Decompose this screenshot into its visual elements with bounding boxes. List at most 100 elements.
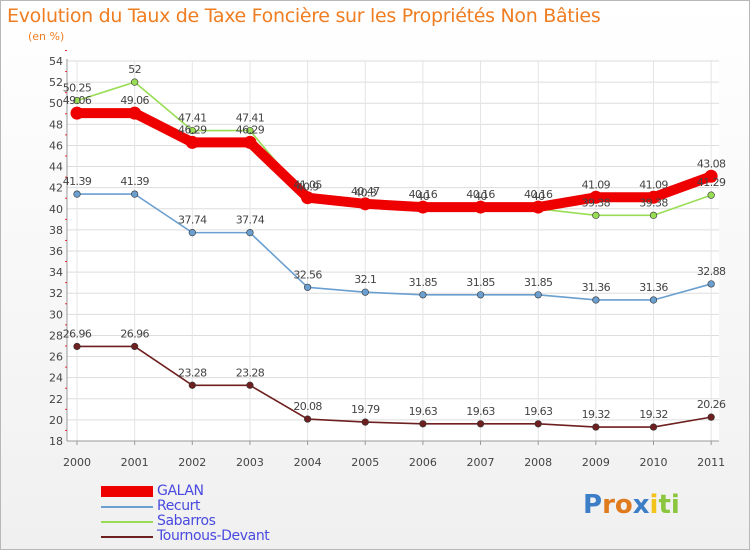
logo-letter: P	[583, 490, 603, 520]
chart-subtitle: (en %)	[28, 30, 65, 43]
data-label-galan: 40.16	[466, 188, 495, 201]
data-point-tournous-devant	[707, 413, 715, 421]
data-point-recurt	[707, 280, 715, 288]
logo-letter: t	[658, 490, 671, 520]
data-labels: 26.96 26.96 23.28 23.28 20.08 19.79 19.63 19.63…	[63, 63, 727, 421]
data-point-recurt	[131, 190, 139, 198]
legend-item-recurt: Recurt	[101, 499, 269, 514]
data-point-galan	[243, 135, 257, 149]
data-label-sabarros: 47.41	[178, 112, 207, 125]
data-label-sabarros: 40	[474, 190, 487, 203]
logo-letter: r	[602, 490, 615, 520]
data-point-recurt	[534, 291, 542, 299]
x-tick-label: 2010	[640, 456, 668, 469]
y-tick-label: 32	[49, 287, 63, 300]
data-label-galan: 43.08	[697, 157, 726, 170]
data-point-tournous-devant	[304, 415, 312, 423]
data-label-tournous-devant: 20.08	[293, 400, 322, 413]
x-tick-label: 2011	[697, 456, 725, 469]
chart-title: Evolution du Taux de Taxe Foncière sur l…	[7, 5, 601, 27]
data-label-sabarros: 40.9	[297, 180, 320, 193]
y-tick-label: 20	[49, 414, 63, 427]
data-point-recurt	[592, 296, 600, 304]
legend-label-recurt: Recurt	[157, 498, 201, 514]
data-label-tournous-devant: 20.26	[697, 398, 726, 411]
data-point-recurt	[419, 291, 427, 299]
data-point-tournous-devant	[188, 381, 196, 389]
y-tick-label: 38	[49, 224, 63, 237]
data-point-galan	[185, 135, 199, 149]
data-point-galan	[128, 106, 142, 120]
data-label-galan: 46.29	[236, 123, 265, 136]
x-tick-label: 2009	[582, 456, 610, 469]
x-tick-label: 2006	[409, 456, 437, 469]
data-point-recurt	[649, 296, 658, 304]
legend-label-tournous-devant: Tournous-Devant	[157, 528, 270, 544]
data-point-tournous-devant	[592, 423, 600, 431]
data-label-recurt: 32.56	[293, 268, 322, 281]
legend-swatch-galan	[101, 486, 153, 497]
data-point-galan	[358, 197, 372, 211]
data-point-tournous-devant	[361, 418, 369, 426]
data-point-galan	[589, 190, 603, 204]
legend-swatch-recurt	[101, 505, 153, 508]
data-point-tournous-devant	[419, 420, 427, 428]
x-tick-label: 2005	[351, 456, 379, 469]
data-label-recurt: 32.88	[697, 265, 726, 278]
y-tick-label: 40	[49, 203, 63, 216]
data-label-recurt: 41.39	[120, 175, 149, 188]
legend-label-sabarros: Sabarros	[157, 513, 216, 529]
data-label-sabarros: 39.38	[639, 196, 668, 209]
data-label-galan: 41.05	[293, 179, 322, 192]
legend-item-tournous-devant: Tournous-Devant	[101, 528, 270, 544]
data-point-tournous-devant	[246, 381, 254, 389]
data-point-galan	[70, 106, 84, 120]
legend-swatch-tournous-devant	[101, 535, 153, 538]
data-point-sabarros	[188, 126, 196, 135]
data-label-tournous-devant: 19.63	[466, 405, 495, 418]
data-point-tournous-devant	[649, 423, 658, 431]
data-point-sabarros	[592, 211, 600, 219]
x-tick-label: 2003	[236, 456, 264, 469]
data-point-recurt	[361, 288, 369, 296]
axes: 18 20 22 24 26 28 30 32 34 36 38 40 42 44 46 48 50 52 54 20…	[49, 49, 725, 469]
data-point-galan	[531, 200, 545, 214]
data-point-galan	[704, 169, 718, 183]
data-point-recurt	[73, 190, 81, 198]
x-tick-label: 2002	[178, 456, 206, 469]
data-label-galan: 40.16	[409, 188, 438, 201]
x-tick-label: 2007	[467, 456, 495, 469]
data-point-sabarros	[246, 126, 254, 135]
data-label-tournous-devant: 19.32	[639, 408, 668, 421]
y-tick-label: 22	[49, 393, 63, 406]
series-line-tournous-devant	[77, 345, 712, 428]
data-label-galan: 40.47	[351, 185, 380, 198]
data-point-galan	[474, 200, 488, 214]
data-label-sabarros: 41.29	[697, 176, 726, 189]
data-point-tournous-devant	[131, 342, 139, 351]
data-point-recurt	[188, 229, 196, 237]
data-label-galan: 46.29	[178, 123, 207, 136]
y-tick-label: 18	[49, 435, 63, 448]
data-point-galan	[301, 191, 315, 205]
logo-letter: o	[614, 490, 633, 520]
series-line-recurt	[77, 193, 712, 301]
data-label-sabarros: 40	[532, 190, 545, 203]
y-tick-label: 44	[49, 161, 63, 174]
data-label-tournous-devant: 19.79	[351, 403, 380, 416]
y-tick-label: 28	[49, 329, 63, 342]
legend: GALAN Recurt Sabarros Tournous-Devant	[101, 484, 270, 544]
data-point-sabarros	[707, 191, 715, 199]
data-point-sabarros	[649, 211, 658, 219]
grid	[67, 60, 719, 442]
data-label-recurt: 37.74	[178, 214, 207, 227]
y-tick-label: 46	[49, 139, 63, 152]
y-tick-label: 24	[49, 372, 63, 385]
data-point-tournous-devant	[534, 420, 542, 428]
y-tick-label: 36	[49, 245, 63, 258]
data-label-galan: 41.09	[639, 178, 668, 191]
y-tick-label: 48	[49, 118, 63, 131]
legend-swatch-sabarros	[101, 520, 153, 523]
data-point-tournous-devant	[73, 342, 81, 351]
